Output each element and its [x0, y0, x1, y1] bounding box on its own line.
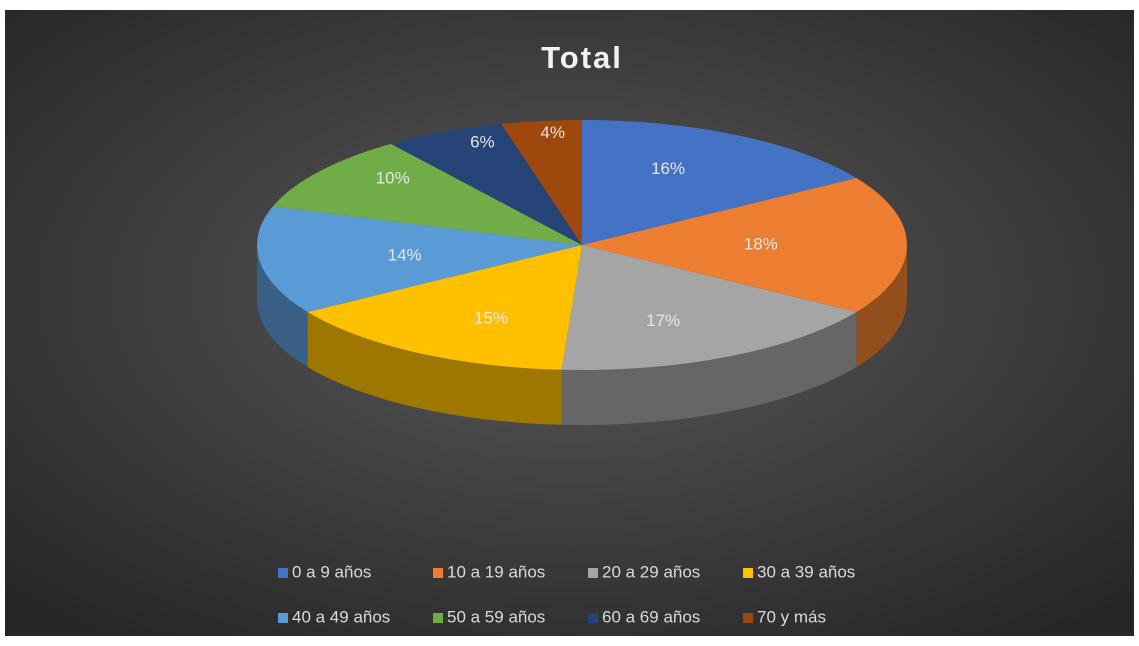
legend-swatch	[278, 613, 288, 623]
pie-slice	[561, 245, 857, 370]
legend-swatch	[588, 568, 598, 578]
data-label: 18%	[744, 234, 778, 253]
pie-slice	[257, 206, 582, 312]
legend-label: 20 a 29 años	[602, 562, 700, 581]
legend-swatch	[433, 613, 443, 623]
legend-label: 40 a 49 años	[292, 607, 390, 626]
pie-slice-side	[257, 245, 308, 367]
legend-label: 50 a 59 años	[447, 607, 545, 626]
pie-slice	[307, 245, 582, 370]
pie-slice	[272, 143, 582, 245]
legend-swatch	[278, 568, 288, 578]
chart-title: Total	[541, 40, 623, 75]
data-label: 17%	[646, 311, 680, 330]
pie-slice	[501, 120, 582, 245]
legend-label: 60 a 69 años	[602, 607, 700, 626]
legend-swatch	[743, 613, 753, 623]
legend-label: 10 a 19 años	[447, 562, 545, 581]
legend-label: 0 a 9 años	[292, 562, 371, 581]
pie-slice-side	[307, 311, 562, 425]
legend-swatch	[588, 613, 598, 623]
pie-slice-side	[856, 245, 908, 367]
pie-slice	[582, 178, 907, 312]
legend-swatch	[743, 568, 753, 578]
pie-slice	[390, 123, 582, 245]
data-label: 10%	[376, 168, 410, 187]
data-label: 15%	[474, 308, 508, 327]
data-label: 14%	[388, 245, 422, 264]
data-label: 6%	[470, 133, 495, 152]
legend-swatch	[433, 568, 443, 578]
pie-slice	[582, 120, 857, 245]
legend-label: 70 y más	[757, 607, 826, 626]
pie-slice-side	[561, 311, 857, 425]
data-label: 4%	[540, 123, 565, 142]
legend-label: 30 a 39 años	[757, 562, 855, 581]
data-label: 16%	[651, 159, 685, 178]
